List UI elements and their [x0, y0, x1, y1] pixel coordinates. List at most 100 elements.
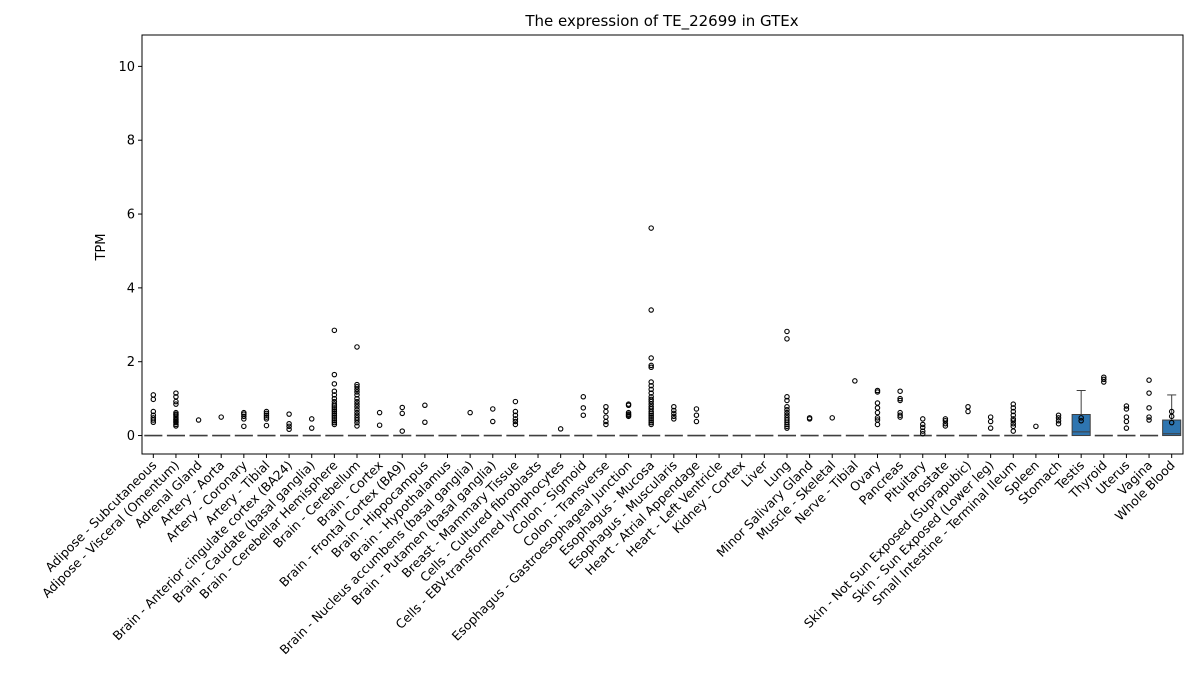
- outlier-point: [173, 423, 179, 429]
- outlier-point: [512, 416, 519, 422]
- outlier-point: [648, 382, 654, 389]
- y-tick-label: 10: [118, 60, 135, 75]
- outlier-point: [354, 419, 360, 426]
- outlier-point: [648, 421, 654, 428]
- outlier-point: [806, 416, 813, 422]
- outlier-point: [693, 412, 700, 418]
- outlier-point: [648, 414, 654, 420]
- outlier-point: [331, 406, 338, 413]
- y-axis-label: TPM: [94, 234, 109, 262]
- outlier-point: [648, 362, 654, 369]
- outlier-point: [354, 392, 360, 398]
- outlier-point: [603, 421, 609, 428]
- outlier-point: [150, 408, 157, 415]
- outlier-point: [1123, 403, 1130, 409]
- outlier-point: [648, 386, 654, 393]
- outlier-point: [286, 411, 292, 417]
- outlier-point: [1055, 420, 1062, 427]
- outlier-point: [331, 421, 338, 428]
- outlier-point: [241, 416, 247, 422]
- outlier-point: [648, 416, 654, 422]
- outlier-point: [603, 403, 609, 410]
- outlier-point: [331, 416, 338, 422]
- outlier-point: [625, 402, 632, 409]
- y-tick-label: 8: [127, 134, 135, 149]
- outlier-point: [1168, 413, 1175, 420]
- outlier-point: [603, 408, 609, 415]
- outlier-point: [919, 428, 926, 434]
- outlier-point: [1123, 414, 1130, 420]
- outlier-point: [965, 408, 971, 415]
- outlier-point: [331, 412, 338, 418]
- outlier-point: [874, 405, 881, 411]
- y-tick-label: 4: [127, 281, 135, 296]
- outlier-point: [1010, 428, 1017, 434]
- outlier-point: [354, 409, 360, 416]
- outlier-point: [648, 355, 654, 361]
- outlier-point: [987, 418, 994, 425]
- outlier-point: [512, 412, 519, 418]
- outlier-point: [331, 327, 338, 334]
- outlier-point: [263, 412, 270, 418]
- x-tick-label: Adipose - Visceral (Omentum): [39, 458, 182, 601]
- outlier-point: [263, 410, 270, 417]
- outlier-point: [671, 407, 677, 414]
- outlier-point: [1033, 423, 1039, 430]
- outlier-point: [919, 416, 926, 422]
- outlier-point: [693, 406, 700, 412]
- outlier-point: [354, 386, 360, 393]
- outlier-point: [286, 426, 292, 433]
- outlier-point: [331, 418, 338, 424]
- outlier-point: [648, 410, 654, 417]
- outlier-point: [580, 412, 587, 418]
- outlier-point: [693, 418, 700, 425]
- outlier-point: [1146, 414, 1152, 420]
- outlier-point: [965, 403, 971, 410]
- outlier-point: [671, 413, 677, 420]
- outlier-point: [942, 418, 949, 424]
- outlier-point: [1055, 415, 1062, 421]
- outlier-point: [648, 225, 654, 231]
- outlier-point: [354, 406, 360, 413]
- outlier-point: [218, 414, 224, 420]
- outlier-point: [671, 403, 677, 410]
- outlier-point: [512, 398, 519, 405]
- outlier-point: [354, 398, 360, 405]
- outlier-point: [354, 401, 360, 407]
- outlier-point: [399, 428, 405, 434]
- outlier-point: [173, 390, 179, 396]
- outlier-point: [331, 410, 338, 417]
- outlier-point: [784, 403, 790, 410]
- outlier-point: [897, 414, 903, 420]
- outlier-point: [354, 344, 360, 350]
- outlier-point: [331, 419, 338, 426]
- outlier-point: [512, 418, 519, 425]
- outlier-point: [399, 410, 405, 417]
- outlier-point: [1010, 418, 1017, 424]
- chart-title: The expression of TE_22699 in GTEx: [524, 12, 798, 31]
- outlier-point: [648, 419, 654, 426]
- outlier-point: [784, 336, 790, 342]
- outlier-point: [1146, 417, 1152, 423]
- outlier-point: [648, 408, 654, 415]
- outlier-point: [399, 404, 405, 411]
- outlier-point: [897, 395, 903, 402]
- outlier-point: [603, 418, 609, 425]
- outlier-point: [557, 426, 564, 432]
- outlier-point: [1078, 418, 1084, 424]
- outlier-point: [603, 414, 609, 420]
- outlier-point: [195, 417, 202, 423]
- outlier-point: [1010, 405, 1017, 411]
- outlier-point: [1078, 415, 1084, 421]
- outlier-point: [897, 397, 903, 404]
- outlier-point: [376, 422, 383, 428]
- outlier-point: [942, 420, 949, 427]
- outlier-point: [919, 421, 926, 428]
- outlier-point: [1010, 420, 1017, 427]
- outlier-point: [331, 403, 338, 409]
- outlier-point: [354, 423, 360, 429]
- outlier-point: [1146, 390, 1152, 396]
- outlier-point: [376, 409, 383, 416]
- outlier-point: [331, 414, 338, 420]
